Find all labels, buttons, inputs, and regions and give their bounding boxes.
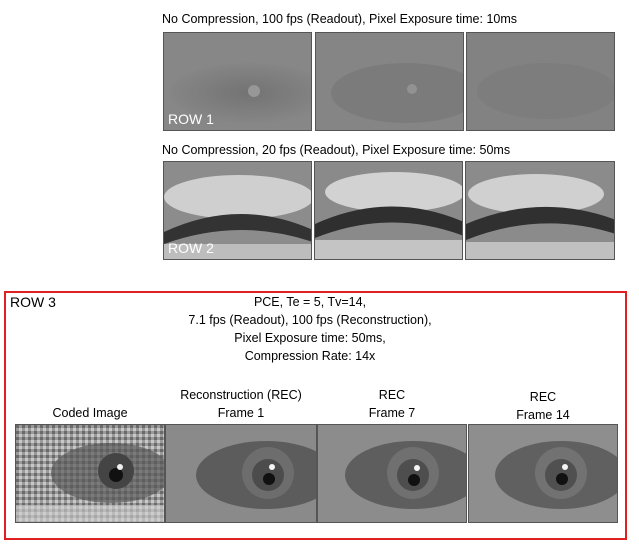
row2-frame-3-image (466, 162, 614, 259)
rec-frame-14-picture (469, 425, 617, 522)
col-header-rec7-line1: REC (378, 388, 406, 402)
row1-frame-1: ROW 1 (163, 32, 312, 131)
col-header-rec1: Reconstruction (REC) Frame 1 (165, 386, 317, 422)
rec-frame-1 (165, 424, 317, 523)
row3-desc-line-2: 7.1 fps (Readout), 100 fps (Reconstructi… (188, 313, 432, 327)
col-header-rec14-line1: REC (529, 390, 557, 404)
col-header-rec14: REC Frame 14 (468, 388, 618, 424)
row2-frame-3 (465, 161, 615, 260)
row1-label: ROW 1 (168, 111, 214, 127)
row1-frame-1-image (164, 33, 311, 130)
rec-frame-14 (468, 424, 618, 523)
col-header-coded: Coded Image (15, 404, 165, 422)
col-header-rec14-line2: Frame 14 (516, 408, 570, 422)
row1-frame-2 (315, 32, 464, 131)
row3-desc-line-1: PCE, Te = 5, Tv=14, (253, 295, 367, 309)
rec-frame-1-picture (166, 425, 316, 522)
col-header-rec1-line2: Frame 1 (217, 406, 265, 420)
row3-desc-line-3: Pixel Exposure time: 50ms, (234, 331, 386, 345)
row3-desc-line-4: Compression Rate: 14x (244, 349, 376, 363)
row1-frame-3-image (467, 33, 614, 130)
row2-frame-2 (314, 161, 463, 260)
row2-label: ROW 2 (168, 240, 214, 256)
col-header-rec7-line2: Frame 7 (368, 406, 416, 420)
row1-frame-2-image (316, 33, 463, 130)
rec-frame-7 (317, 424, 467, 523)
row3-frame (4, 291, 627, 540)
row3-label: ROW 3 (10, 294, 56, 310)
col-header-rec1-line1: Reconstruction (REC) (180, 388, 302, 402)
row2-frame-2-image (315, 162, 462, 259)
row3-description: PCE, Te = 5, Tv=14, 7.1 fps (Readout), 1… (150, 293, 470, 365)
row2-caption: No Compression, 20 fps (Readout), Pixel … (162, 143, 511, 157)
row2-frame-1: ROW 2 (163, 161, 312, 260)
rec-frame-7-picture (318, 425, 466, 522)
col-header-coded-line1: Coded Image (52, 406, 128, 420)
col-header-rec7: REC Frame 7 (317, 386, 467, 422)
row1-caption: No Compression, 100 fps (Readout), Pixel… (162, 12, 518, 26)
coded-image-picture (16, 425, 164, 522)
coded-image (15, 424, 165, 523)
row1-frame-3 (466, 32, 615, 131)
row2-frame-1-image (164, 162, 311, 259)
